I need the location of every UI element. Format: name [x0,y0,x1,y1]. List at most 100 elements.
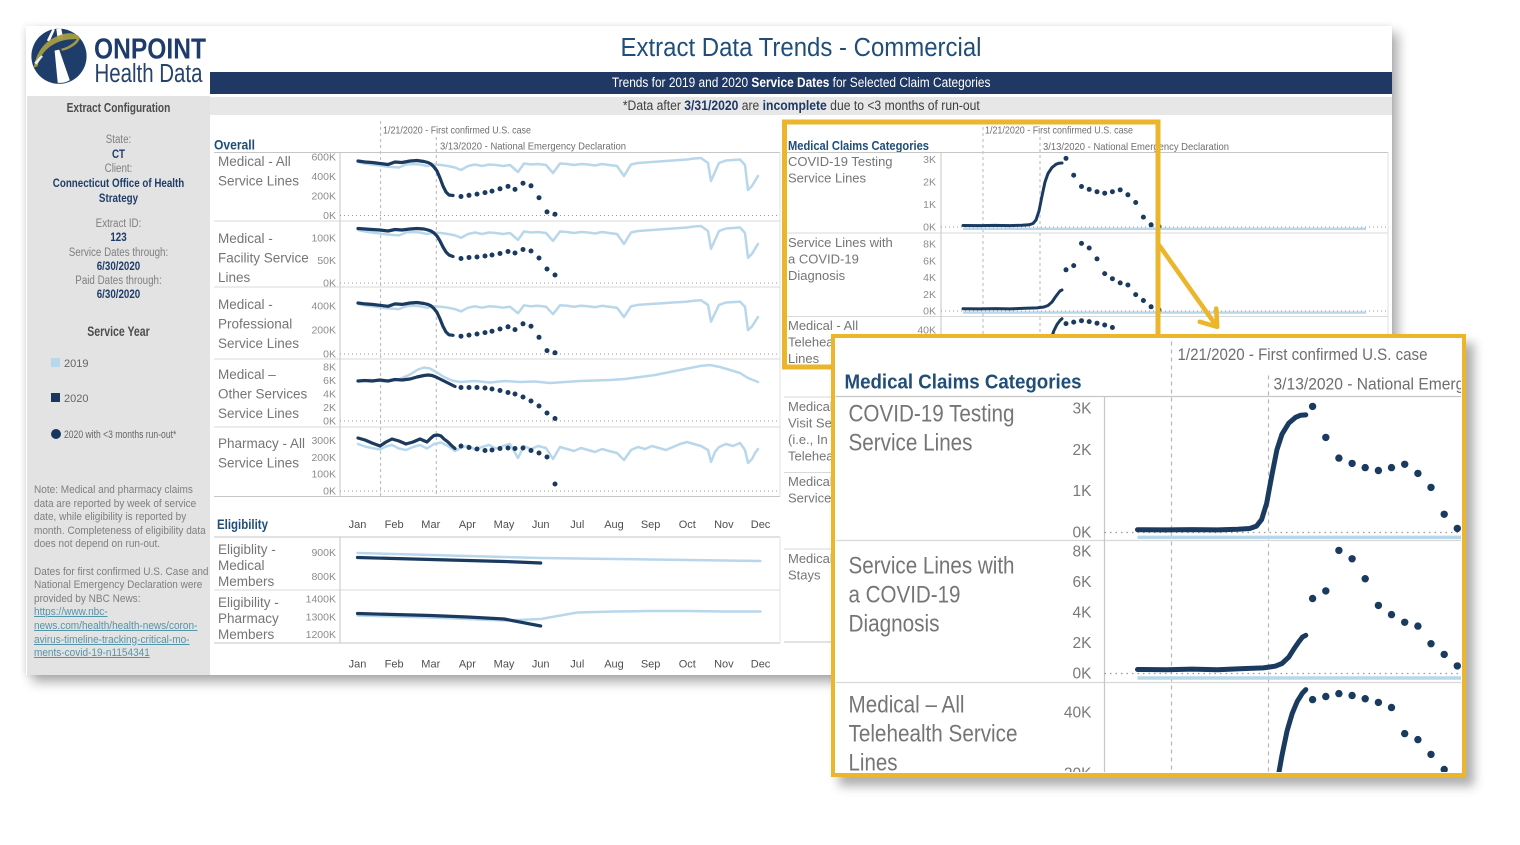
svg-text:Service Lines: Service Lines [849,430,973,457]
svg-text:Service Lines: Service Lines [218,336,299,351]
svg-text:1/21/2020 - First confirmed U.: 1/21/2020 - First confirmed U.S. case [1178,346,1428,364]
svg-text:Mar: Mar [421,519,440,531]
svg-text:Members: Members [218,627,275,642]
svg-text:3K: 3K [923,154,936,166]
svg-text:Medical Claims Categories: Medical Claims Categories [788,138,929,153]
svg-text:2K: 2K [1073,635,1093,652]
svg-text:100K: 100K [311,469,336,481]
svg-text:Medical - All: Medical - All [218,154,291,169]
svg-text:0K: 0K [1073,666,1093,683]
svg-text:Service Lines: Service Lines [788,171,867,186]
svg-text:Lines: Lines [788,351,820,366]
svg-text:COVID-19 Testing: COVID-19 Testing [849,401,1015,428]
svg-text:Jun: Jun [532,519,550,531]
svg-text:Feb: Feb [385,519,404,531]
svg-text:Service Lines with: Service Lines with [788,235,893,250]
svg-text:Jan: Jan [349,659,367,671]
svg-text:a COVID-19: a COVID-19 [849,582,961,609]
svg-text:Facility Service: Facility Service [218,251,309,266]
svg-text:3/13/2020 - National Emergency: 3/13/2020 - National Emergency Declarati… [1274,376,1462,394]
svg-text:Dec: Dec [751,519,771,531]
svg-text:600K: 600K [311,152,336,164]
svg-text:Service Lines: Service Lines [218,406,299,421]
svg-text:Dec: Dec [751,659,771,671]
svg-text:20K: 20K [1064,766,1092,773]
svg-text:Professional: Professional [218,317,292,332]
svg-text:Oct: Oct [679,519,696,531]
svg-text:0K: 0K [923,222,936,234]
svg-text:Other Services: Other Services [218,387,308,402]
svg-text:2K: 2K [1073,442,1093,459]
svg-text:400K: 400K [311,301,336,313]
svg-text:Service Lines with: Service Lines with [849,553,1015,580]
svg-text:0K: 0K [323,278,336,290]
svg-text:Medical: Medical [218,558,265,573]
svg-text:Feb: Feb [385,659,404,671]
svg-text:2K: 2K [923,177,936,189]
svg-text:Lines: Lines [849,750,898,773]
svg-text:4K: 4K [1073,605,1093,622]
svg-text:1K: 1K [1073,483,1093,500]
svg-text:1300K: 1300K [306,612,336,624]
svg-text:6K: 6K [923,255,936,267]
svg-text:Nov: Nov [714,659,734,671]
svg-text:Sep: Sep [641,659,661,671]
svg-text:Diagnosis: Diagnosis [849,611,940,638]
svg-text:Medical – All: Medical – All [849,692,965,719]
svg-text:800K: 800K [311,571,336,583]
svg-text:ONPOINT: ONPOINT [94,34,207,66]
svg-text:8K: 8K [923,239,936,251]
svg-text:Apr: Apr [459,659,476,671]
svg-text:Service Lines: Service Lines [218,456,299,471]
svg-text:Eligiblity -: Eligiblity - [218,542,276,557]
svg-text:Members: Members [218,574,275,589]
svg-text:6K: 6K [1073,574,1093,591]
svg-text:Sep: Sep [641,519,661,531]
svg-text:May: May [494,659,515,671]
svg-text:May: May [494,519,515,531]
svg-text:Medical - All: Medical - All [788,318,858,333]
svg-text:Jan: Jan [349,519,367,531]
svg-text:Mar: Mar [421,659,440,671]
svg-text:6K: 6K [323,375,336,387]
svg-text:200K: 200K [311,325,336,337]
svg-text:a COVID-19: a COVID-19 [788,252,859,267]
svg-text:1/21/2020 - First confirmed U.: 1/21/2020 - First confirmed U.S. case [383,125,531,137]
svg-text:4K: 4K [923,272,936,284]
svg-text:Overall: Overall [214,138,255,153]
svg-text:0K: 0K [323,349,336,361]
svg-text:3K: 3K [1073,401,1093,418]
svg-text:200K: 200K [311,452,336,464]
svg-text:50K: 50K [317,255,336,267]
svg-text:Jul: Jul [570,519,584,531]
svg-text:Medical -: Medical - [218,297,273,312]
svg-text:3/13/2020 - National Emergency: 3/13/2020 - National Emergency Declarati… [440,141,626,153]
svg-text:1200K: 1200K [306,629,336,641]
svg-text:3/13/2020 - National Emergency: 3/13/2020 - National Emergency Declarati… [1043,141,1229,153]
svg-text:Nov: Nov [714,519,734,531]
svg-text:1K: 1K [923,199,936,211]
svg-text:Service Lines: Service Lines [218,174,299,189]
svg-text:0K: 0K [323,210,336,222]
svg-text:Telehealth Service: Telehealth Service [849,721,1018,748]
svg-text:2K: 2K [923,289,936,301]
svg-text:900K: 900K [311,547,336,559]
svg-text:300K: 300K [311,435,336,447]
svg-text:Oct: Oct [679,659,696,671]
svg-text:8K: 8K [1073,544,1093,561]
svg-text:40K: 40K [917,325,936,337]
svg-text:0K: 0K [323,486,336,498]
svg-text:Stays: Stays [788,568,821,583]
svg-text:1400K: 1400K [306,594,336,606]
svg-text:Pharmacy: Pharmacy [218,611,279,626]
svg-text:1/21/2020 - First confirmed U.: 1/21/2020 - First confirmed U.S. case [985,125,1133,137]
svg-text:200K: 200K [311,191,336,203]
svg-text:400K: 400K [311,171,336,183]
svg-text:Jul: Jul [570,659,584,671]
svg-text:0K: 0K [323,416,336,428]
svg-text:100K: 100K [311,233,336,245]
svg-text:Aug: Aug [604,519,624,531]
svg-text:Medical –: Medical – [218,367,276,382]
svg-text:Pharmacy - All: Pharmacy - All [218,436,305,451]
svg-text:Eligibility: Eligibility [217,517,268,532]
